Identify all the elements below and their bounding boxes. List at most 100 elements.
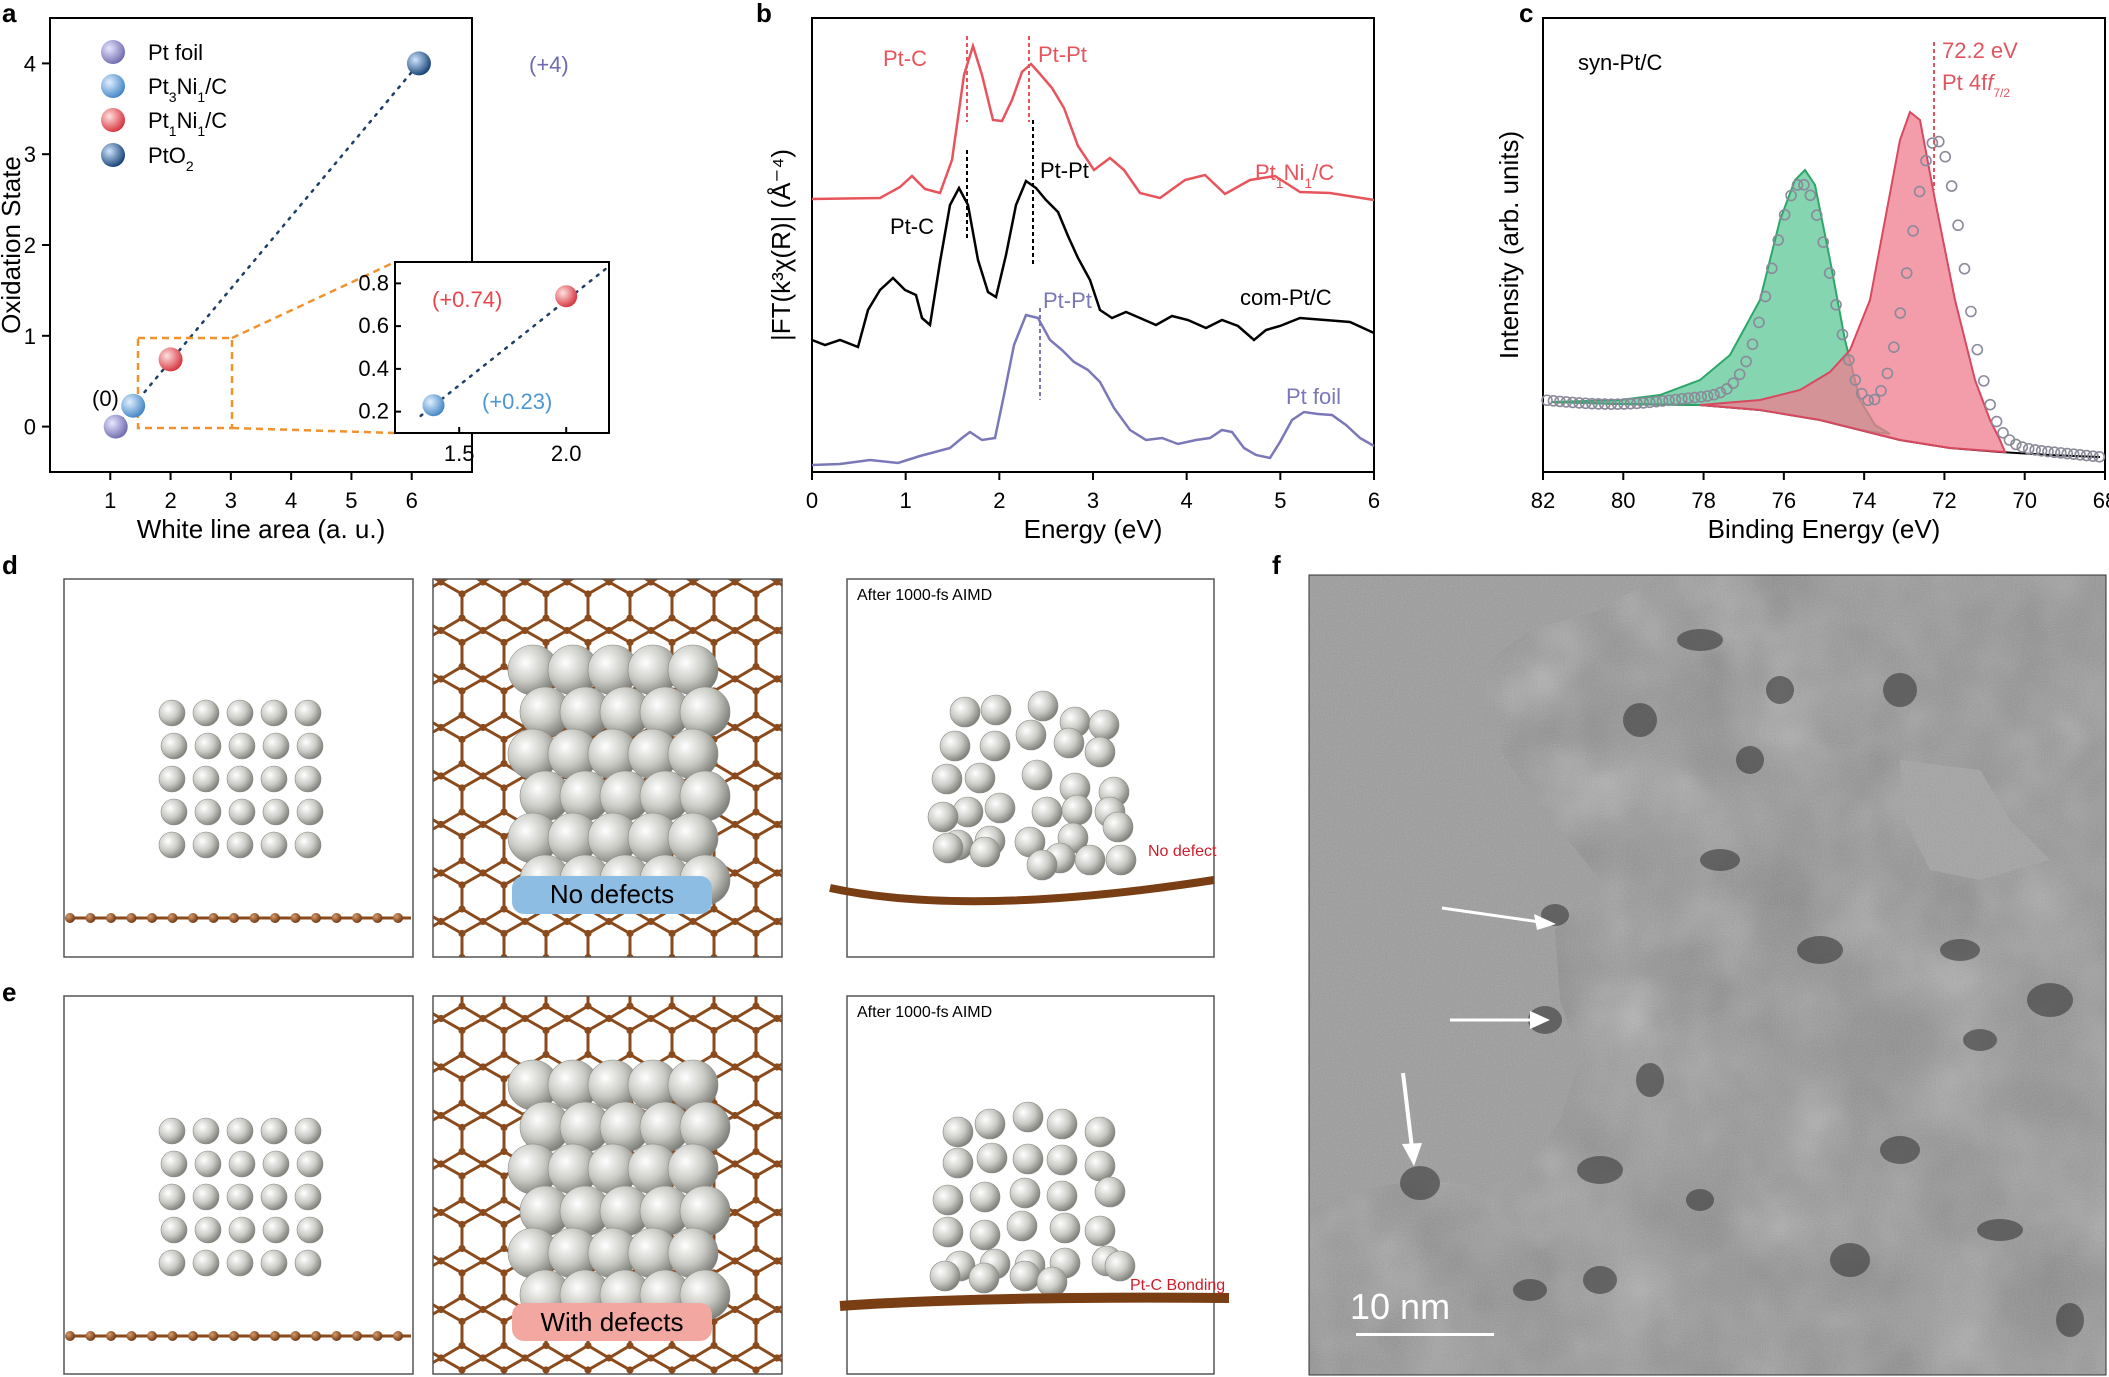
inset-y-tick-label: 0.6: [358, 313, 389, 338]
nanoparticle: [1636, 1063, 1664, 1097]
panel-c-annotation-peak: Pt 4ff7/2: [1942, 70, 2010, 100]
panel-e: e With defects After 1000-fs AIMD Pt-C B…: [2, 977, 1230, 1375]
pt-atom: [939, 730, 971, 762]
data-point: [1830, 298, 1842, 311]
panel-a: a 1 2 3 4 5 6 0 1 2 3 4 White line area (a. u.) O…: [0, 0, 611, 544]
nanoparticle: [1400, 1166, 1440, 1200]
x-tick-label: 78: [1691, 488, 1715, 513]
pt-atom: [262, 1150, 290, 1178]
data-point: [2022, 442, 2035, 455]
panel-d-side-view-frame: [63, 578, 414, 958]
panel-d-side-graphene: [65, 913, 411, 923]
pt-atom: [260, 1249, 288, 1277]
pt-atom: [226, 699, 254, 727]
data-point: [1611, 398, 1624, 410]
pt-atom: [979, 730, 1011, 762]
pt-atom: [294, 699, 322, 727]
pt-atom: [260, 1117, 288, 1145]
pt-atom: [260, 1183, 288, 1211]
data-point: [1650, 395, 1663, 408]
y-tick-label: 3: [24, 142, 36, 167]
pt-atom: [1105, 844, 1137, 876]
data-point: [1862, 394, 1874, 407]
panel-d-aimd-graphene: [829, 876, 1215, 906]
data-point: [1977, 375, 1990, 387]
pt-atom: [226, 1117, 254, 1145]
panel-e-banner: [512, 1303, 712, 1341]
data-point: [2042, 445, 2054, 458]
inset-x-tick-label: 1.5: [444, 441, 475, 466]
panel-e-side-cluster: [158, 1117, 324, 1277]
pt-atom: [158, 699, 186, 727]
inset-ticks: 1.5 2.0 0.2 0.4 0.6 0.8: [358, 270, 581, 466]
inset-point-pt1ni1-c: [555, 285, 578, 308]
data-point: [1920, 154, 1932, 167]
panel-e-top-cluster: [507, 1059, 731, 1321]
pt-atom: [192, 1249, 220, 1277]
data-point: [1997, 427, 2009, 439]
data-point: [1894, 307, 1907, 319]
panel-b-label-ptc-black: Pt-C: [890, 214, 934, 239]
x-tick-label: 3: [225, 488, 237, 513]
data-point: [2067, 448, 2080, 461]
x-tick-label: 1: [900, 488, 912, 513]
panel-d-aimd-title: After 1000-fs AIMD: [857, 587, 992, 604]
pt-atom: [262, 732, 290, 760]
data-point: [1888, 341, 1900, 354]
nanoparticle: [1736, 746, 1764, 774]
pt-atom: [1009, 1177, 1041, 1209]
panel-b-series-label-pt1ni1: Pt1Ni1/C: [1255, 160, 1334, 191]
pt-atom: [1084, 1215, 1116, 1247]
pt-atom: [1053, 727, 1085, 759]
data-point: [1676, 393, 1688, 405]
c-atom: [372, 1331, 383, 1341]
inset-annotation-pt1ni1: (+0.74): [432, 287, 502, 312]
data-point: [1900, 267, 1913, 279]
x-tick-label: 82: [1531, 488, 1555, 513]
pt-atom: [226, 765, 254, 793]
x-tick-label: 4: [1181, 488, 1193, 513]
data-point: [1785, 189, 1797, 202]
pt-atom: [160, 1216, 188, 1244]
y-tick-label: 4: [24, 51, 36, 76]
data-point: [1688, 391, 1701, 404]
pt-atom: [294, 1183, 322, 1211]
c-atom: [270, 1331, 280, 1341]
legend-marker-pt-foil: [101, 40, 125, 64]
panel-e-aimd-cluster: [929, 1101, 1136, 1298]
c-atom: [331, 1331, 342, 1341]
pt-atom: [228, 798, 256, 826]
panel-a-y-ticks: 0 1 2 3 4: [24, 51, 50, 440]
c-atom: [352, 913, 362, 923]
pt-atom: [1084, 1150, 1116, 1182]
c-atom: [331, 913, 342, 923]
pt-atom: [952, 796, 984, 828]
data-point: [1656, 395, 1669, 407]
pt-atom: [1027, 690, 1059, 722]
data-point: [2074, 449, 2086, 461]
data-point: [1746, 338, 1759, 351]
data-point: [1849, 374, 1862, 386]
nanoparticle: [1940, 939, 1980, 961]
pt-atom: [296, 798, 324, 826]
panel-e-aimd-title: After 1000-fs AIMD: [857, 1004, 992, 1021]
panel-e-side-graphene: [65, 1331, 411, 1341]
panel-f-scale-bar-label: 10 nm: [1350, 1286, 1450, 1327]
data-point: [1984, 398, 1996, 411]
inset-x-tick-label: 2.0: [551, 441, 582, 466]
panel-f-nanoparticles: [1400, 629, 2084, 1337]
x-tick-label: 5: [1274, 488, 1286, 513]
pt-atom: [974, 1108, 1006, 1140]
c-atom: [290, 1331, 301, 1341]
pt-atom: [932, 832, 964, 864]
data-point: [1753, 316, 1765, 329]
panel-c-letter: c: [1519, 0, 1533, 28]
pt-atom: [192, 699, 220, 727]
panel-d-aimd-cluster: [927, 690, 1137, 881]
data-point: [1721, 383, 1733, 395]
panel-b-series-label-pt-foil: Pt foil: [1286, 384, 1341, 409]
nanoparticle: [1830, 1243, 1870, 1277]
panel-e-aimd-graphene: [839, 1292, 1230, 1311]
data-point: [2061, 447, 2074, 460]
data-point: [2010, 438, 2022, 451]
